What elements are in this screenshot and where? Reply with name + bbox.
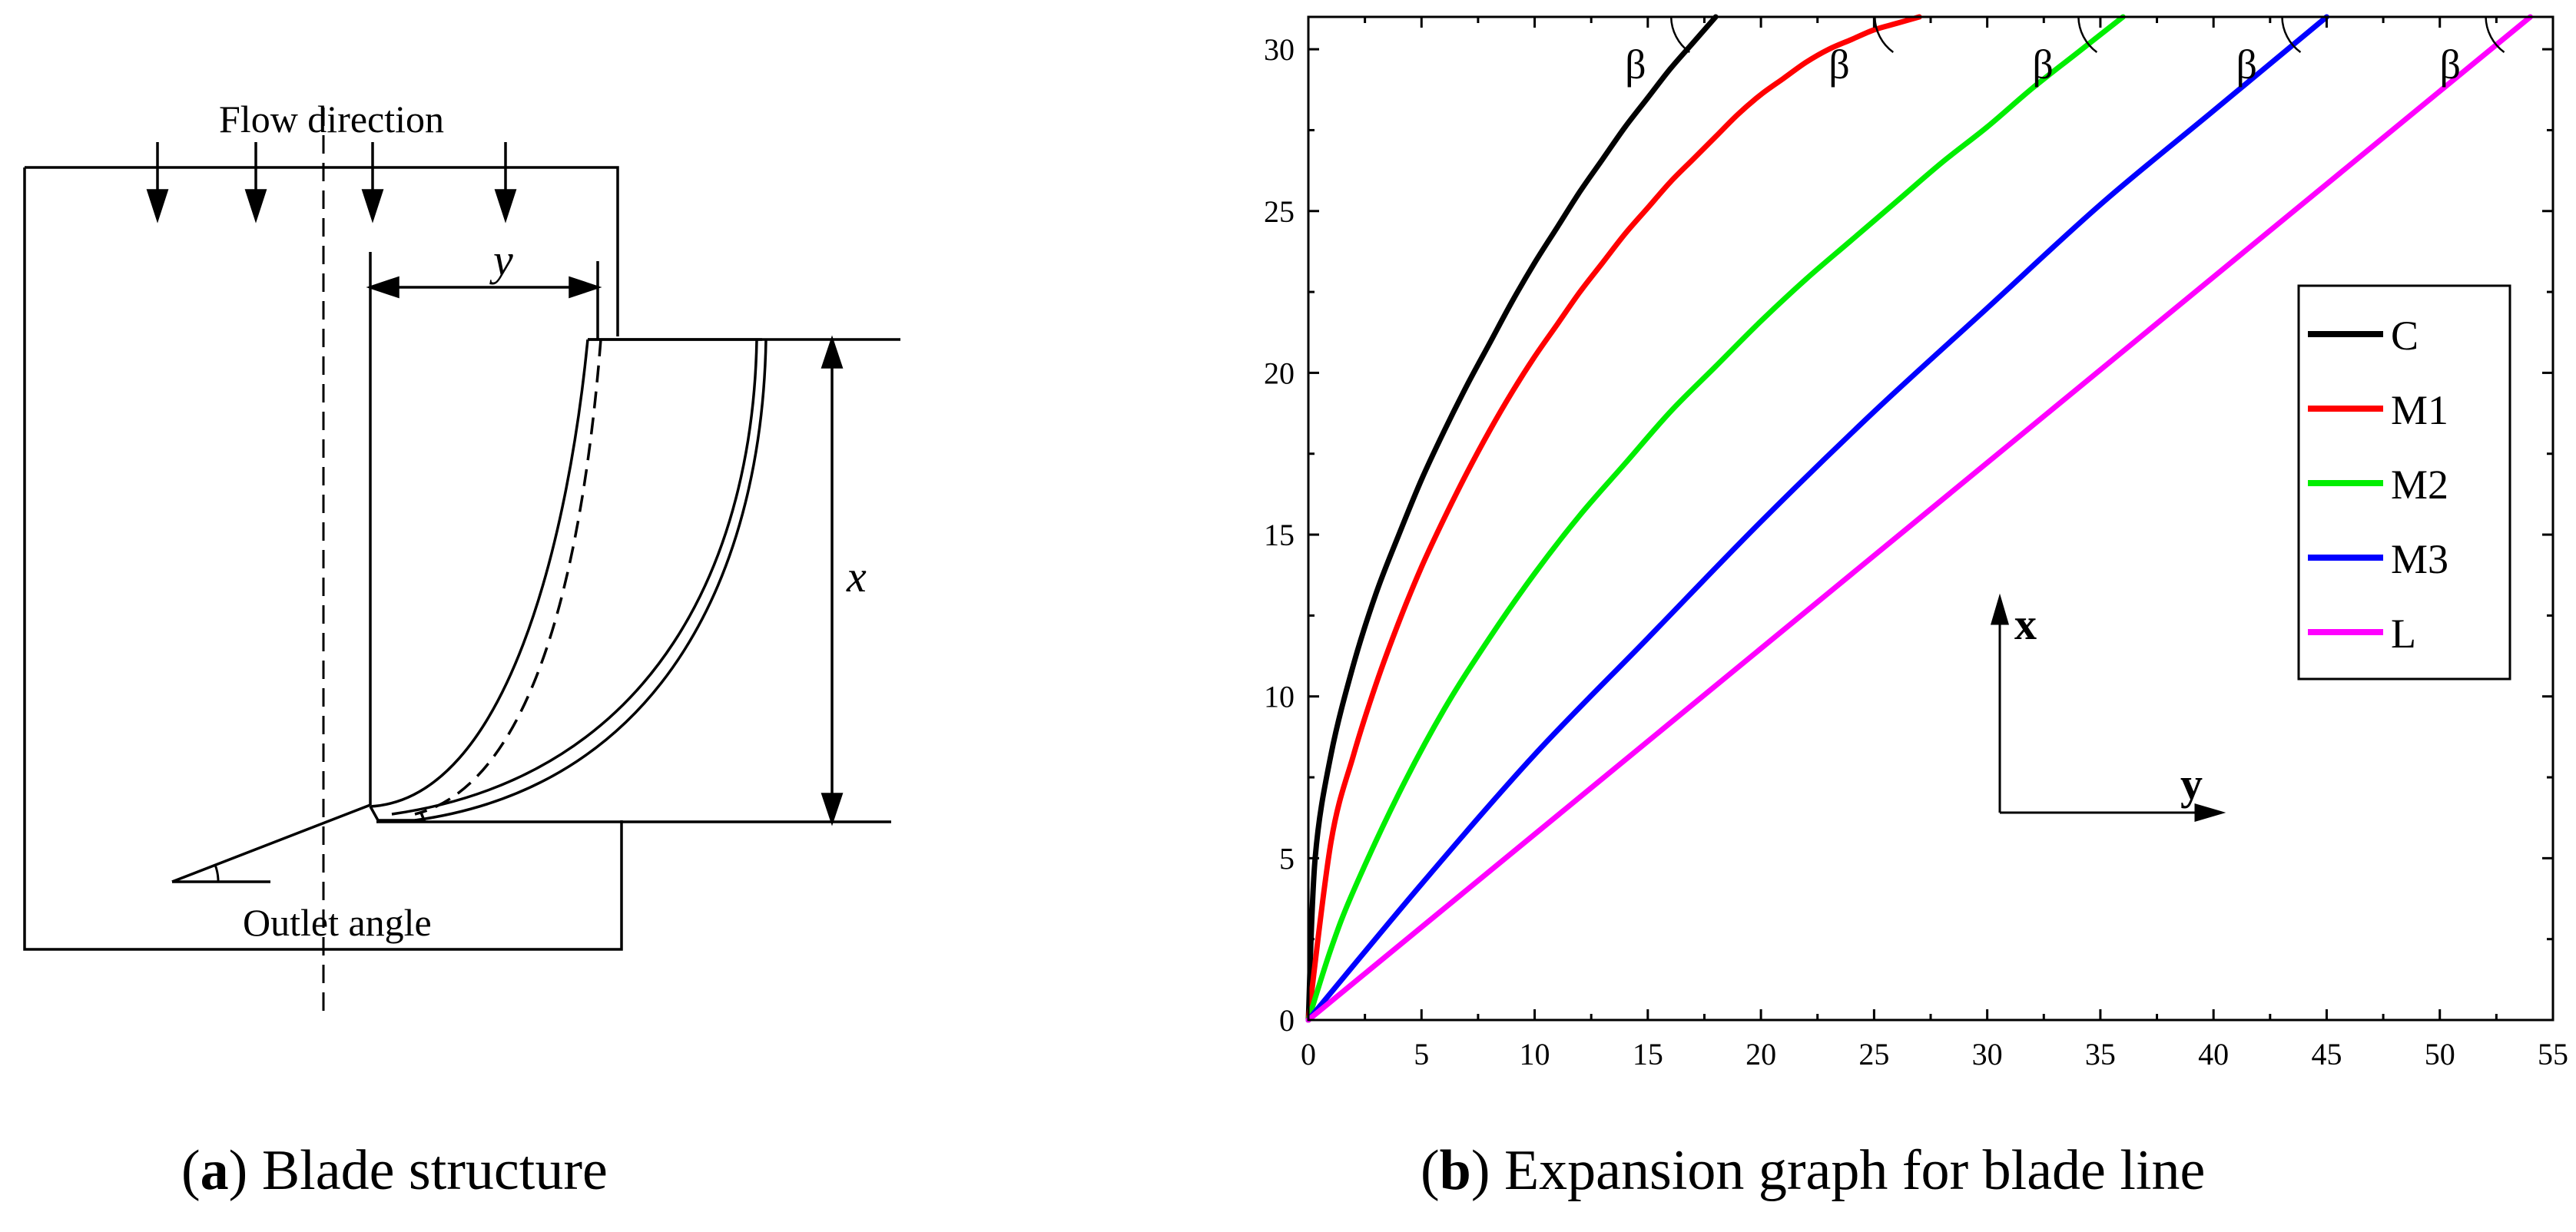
axis-arrow-y-label: y: [2180, 759, 2203, 809]
y-tick-label: 30: [1264, 32, 1295, 67]
chart-legend: C M1 M2 M3 L: [2297, 284, 2511, 681]
x-tick-label: 40: [2198, 1037, 2229, 1071]
dim-x-label: x: [846, 551, 867, 601]
x-tick-label: 5: [1414, 1037, 1429, 1071]
legend-label-m3: M3: [2391, 536, 2448, 582]
beta-label: β: [1828, 41, 1849, 88]
flow-direction-label: Flow direction: [219, 98, 444, 141]
x-tick-label: 15: [1633, 1037, 1663, 1071]
legend-label-m1: M1: [2391, 387, 2448, 433]
beta-arc: [1669, 16, 1690, 54]
blade-inner-curve: [370, 339, 589, 808]
caption-b-text: Expansion graph for blade line: [1503, 1139, 2206, 1202]
x-tick-label: 55: [2538, 1037, 2568, 1071]
blade-diagram-labels: Flow direction y x Outlet angle: [219, 98, 867, 944]
caption-b-letter: b: [1439, 1139, 1471, 1202]
y-tick-label: 0: [1279, 1003, 1295, 1038]
x-tick-label: 50: [2425, 1037, 2455, 1071]
beta-label: β: [1625, 41, 1646, 88]
beta-arc: [2077, 16, 2098, 54]
x-tick-label: 35: [2085, 1037, 2116, 1071]
dim-y-label: y: [489, 235, 513, 285]
flow-arrows: [146, 142, 517, 224]
beta-arc: [2485, 16, 2505, 54]
series-line-l: [1305, 14, 2534, 1023]
series-line-m2: [1305, 14, 2126, 1023]
caption-a-letter: a: [200, 1139, 229, 1202]
blade-outer-curve: [391, 339, 758, 816]
beta-arc: [1874, 16, 1895, 54]
blade-dashed-curve: [414, 339, 602, 816]
series-line-c: [1305, 14, 1719, 1023]
beta-label: β: [2032, 41, 2053, 88]
caption-a: (a) Blade structure: [181, 1139, 608, 1202]
outlet-angle-arc: [214, 864, 220, 883]
legend-label-m2: M2: [2391, 462, 2448, 508]
blade-root: [369, 806, 426, 822]
blade-structure-diagram: [23, 108, 900, 1012]
y-tick-label: 15: [1264, 518, 1295, 552]
x-tick-label: 25: [1858, 1037, 1889, 1071]
x-tick-label: 10: [1520, 1037, 1550, 1071]
y-tick-label: 25: [1264, 194, 1295, 229]
chart-tick-layer: 0 5 10 15 20 25 30 35 40 45 50 55 0 5 10 15 20 25 30: [1264, 17, 2568, 1071]
expansion-chart: 0 5 10 15 20 25 30 35 40 45 50 55 0 5 10 15 20 25 30 β β β β β…: [1264, 14, 2568, 1071]
x-tick-label: 0: [1301, 1037, 1316, 1071]
series-line-m3: [1305, 14, 2329, 1023]
outlet-angle-line: [171, 803, 371, 883]
x-tick-label: 45: [2311, 1037, 2342, 1071]
caption-b: (b) Expansion graph for blade line: [1421, 1139, 2206, 1202]
y-tick-label: 20: [1264, 356, 1295, 390]
beta-label: β: [2236, 41, 2256, 88]
axis-direction-inset: [1990, 593, 2226, 823]
caption-a-text: Blade structure: [261, 1139, 608, 1202]
beta-arc: [2281, 16, 2302, 54]
outlet-angle-label: Outlet angle: [243, 901, 432, 944]
legend-label-l: L: [2391, 611, 2416, 657]
legend-label-c: C: [2391, 313, 2419, 359]
x-tick-label: 30: [1972, 1037, 2003, 1071]
chart-series-layer: [1305, 14, 2534, 1023]
casing-upper: [25, 166, 619, 336]
beta-label: β: [2440, 41, 2461, 88]
y-tick-label: 5: [1279, 841, 1295, 876]
series-line-m1: [1305, 14, 1922, 1023]
x-tick-label: 20: [1746, 1037, 1776, 1071]
blade-outer-curve-2: [414, 339, 767, 822]
axis-arrow-x-label: x: [2014, 599, 2037, 649]
y-tick-label: 10: [1264, 680, 1295, 714]
